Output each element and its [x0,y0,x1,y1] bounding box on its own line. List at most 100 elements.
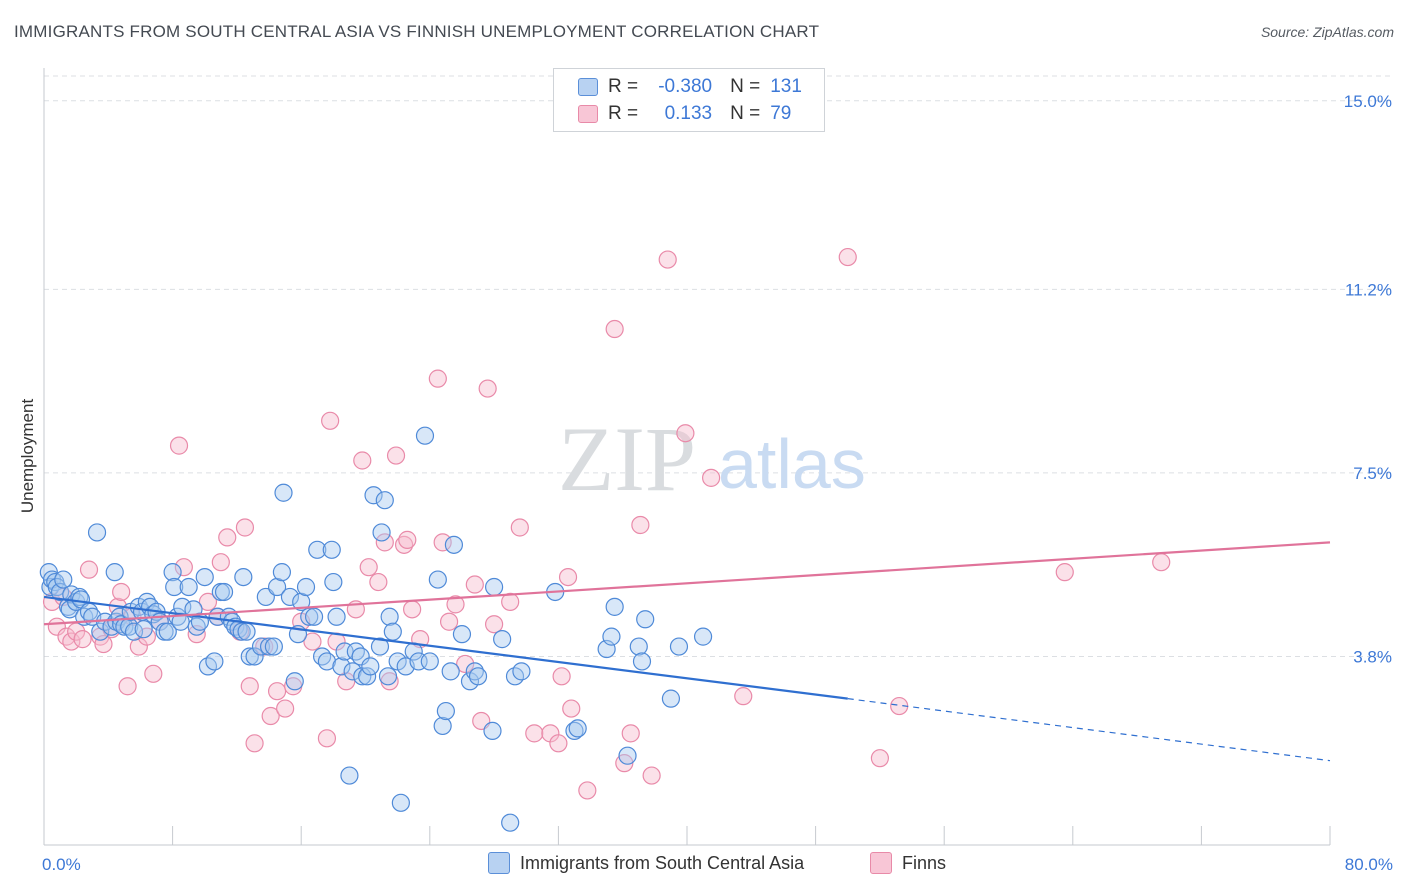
immigrants-point [272,563,292,582]
stats-r-label: R = [608,103,639,124]
immigrants-point [391,793,410,812]
finns-point [144,664,163,683]
immigrants-point [322,540,341,559]
finns-point [261,706,280,726]
immigrants-point [669,637,689,656]
watermark: ZIP atlas [558,408,866,510]
axes [43,68,1331,846]
immigrants-point [629,637,648,656]
immigrants-point [465,662,484,681]
legend-label-immigrants: Immigrants from South Central Asia [520,852,805,873]
legend-item-immigrants: Immigrants from South Central Asia [488,852,804,874]
immigrants-point [47,577,66,597]
immigrants-point [568,719,587,738]
immigrants-point [110,607,129,626]
finns-point [169,436,189,455]
immigrants-point [280,587,300,607]
immigrants-point [372,523,391,542]
watermark-atlas: atlas [718,425,866,503]
immigrants-point [693,627,713,646]
immigrants-point [187,617,206,636]
immigrants-point [296,577,316,597]
finns-point [525,724,544,743]
finns-point [375,533,394,552]
immigrants-point [234,567,253,587]
finns-point [321,411,340,430]
finns-point [218,528,237,547]
immigrants-point [415,426,435,445]
immigrants-point [632,652,652,671]
finns-point [621,724,640,743]
finns-point [558,567,578,587]
immigrants-point [105,563,124,582]
immigrants-point [565,721,584,740]
stats-n-label: N = [730,103,761,124]
immigrants-point [605,597,624,616]
immigrants-trend-line [43,595,848,700]
immigrants-point [285,672,304,691]
finns-point [562,699,581,718]
finns-point [1055,563,1074,582]
immigrants-point [364,486,383,505]
finns-point [403,600,422,619]
finns-point [552,667,571,686]
finns-point [428,369,447,388]
trend-lines [43,541,1331,762]
finns-point [118,677,137,696]
finns-point [198,592,218,611]
immigrants-point [358,667,377,686]
immigrants-point [312,647,332,666]
finns-point [211,553,230,572]
finns-point [870,749,890,768]
immigrants-point [332,657,351,676]
immigrants-point [512,662,531,681]
immigrants-point [618,746,637,765]
immigrants-point [361,657,380,676]
immigrants-point [346,642,365,661]
immigrants-point [380,607,399,626]
finns-point [235,518,255,537]
immigrants-point [205,652,224,671]
finns-point [267,682,287,701]
finns-point [456,654,475,674]
immigrants-point [317,652,337,671]
stats-row-finns: R = 0.133 N = 79 [554,100,791,128]
immigrants-point [436,701,455,721]
finns-point [642,766,661,785]
finns-point [734,687,753,706]
immigrants-point [324,572,343,592]
stats-row-immigrants: R = -0.380 N = 131 [554,73,802,101]
immigrants-point [308,540,327,559]
finns-point [578,781,597,800]
finns-point [359,558,378,577]
legend-swatch-immigrants [488,852,510,874]
finns-point [478,379,497,398]
immigrants-point [274,483,293,502]
legend-label-finns: Finns [902,852,947,873]
finns-point [485,615,504,634]
stats-r-value: 0.133 [664,103,713,124]
finns-point [62,632,81,651]
finns-point [465,575,484,594]
finns-point [394,535,414,554]
stats-swatch-finns [578,105,598,123]
immigrants-point [501,813,520,832]
x-tick-label-min: 0.0% [42,855,81,874]
immigrants-point [264,637,283,656]
y-tick-label: 11.2% [1345,280,1392,299]
finns-point [549,734,568,753]
immigrants-point [259,637,279,656]
immigrants-point [375,491,394,510]
correlation-stats-box: R = -0.380 N = 131 R = 0.133 N = 79 [553,68,825,132]
finns-point [501,592,520,611]
chart-title: IMMIGRANTS FROM SOUTH CENTRAL ASIA VS FI… [14,22,820,41]
finns-point [838,247,857,267]
immigrants-point [433,716,452,736]
immigrants-point [636,610,655,629]
immigrants-point [134,620,153,639]
y-tick-label: 7.5% [1353,464,1392,483]
immigrants-point [179,577,198,597]
immigrants-point [245,647,264,666]
tick-labels: 3.8% 7.5% 11.2% 15.0% 0.0% 80.0% [42,92,1393,874]
